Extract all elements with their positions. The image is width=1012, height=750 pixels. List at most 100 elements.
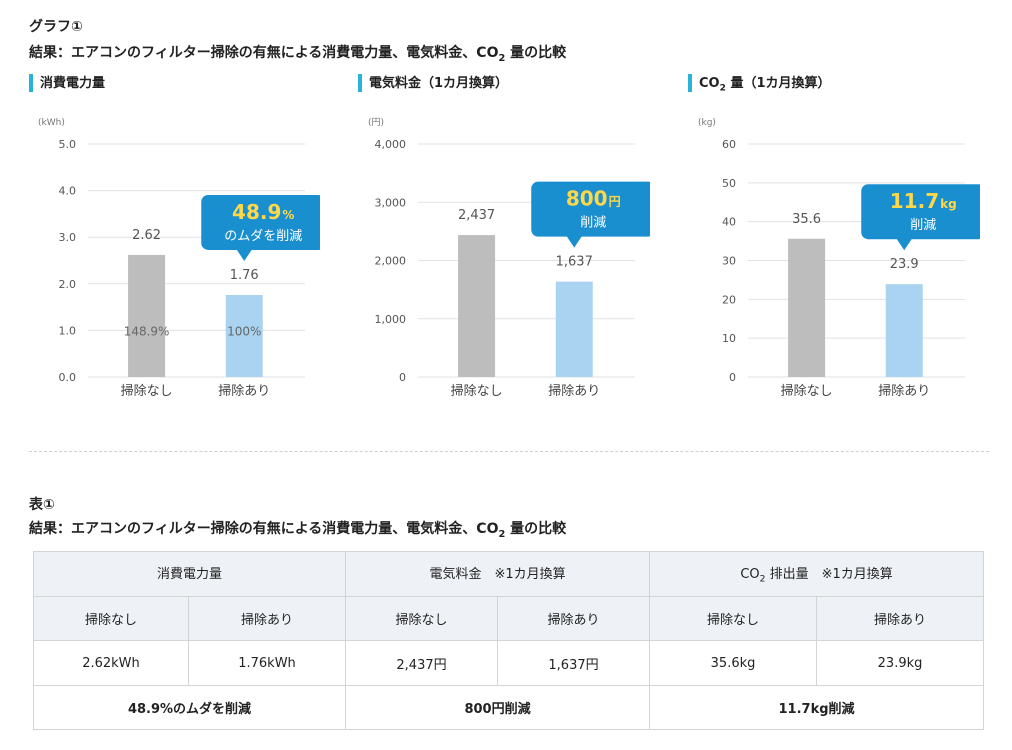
y-tick-label: 20: [722, 293, 736, 306]
callout-box: [531, 181, 650, 237]
callout-box: [861, 184, 980, 240]
bar-value-label: 1,637: [556, 255, 593, 270]
table-subheader-row: 掃除なし 掃除あり 掃除なし 掃除あり 掃除なし 掃除あり: [33, 596, 985, 641]
y-tick-label: 1,000: [375, 313, 407, 326]
callout-unit: %: [282, 208, 294, 222]
y-tick-label: 60: [722, 138, 736, 151]
header-power-consumption: 消費電力量: [32, 551, 347, 597]
bar: [788, 238, 826, 377]
bar-value-label: 35.6: [792, 212, 821, 227]
comparison-table: 消費電力量 電気料金 ※1カ月換算 CO2 排出量 ※1カ月換算 掃除なし 掃除…: [32, 551, 985, 730]
callout-bubble: 48.9% のムダを削減: [201, 194, 320, 261]
chart-2-header: 電気料金（1カ月換算）: [358, 72, 508, 94]
table-value-row: 2.62kWh 1.76kWh 2,437円 1,637円 35.6kg 23.…: [33, 640, 985, 686]
bar: [458, 235, 496, 377]
y-tick-label: 30: [722, 255, 736, 268]
y-tick-label: 4.0: [59, 185, 77, 198]
y-tick-label: 3,000: [375, 196, 407, 209]
y-tick-label: 0: [729, 371, 736, 384]
bar: [128, 254, 166, 377]
bar-value-label: 2,437: [458, 208, 495, 223]
bar-value-label: 2.62: [132, 228, 161, 243]
chart-power-consumption: (kWh) 0.0 1.0 2.0 3.0 4.0 5.0 2.62 148.9% 掃除なし 1.7…: [38, 118, 320, 399]
x-tick-label: 掃除なし: [781, 383, 833, 399]
subheader-cell: 掃除なし: [33, 596, 189, 641]
x-tick-label: 掃除なし: [451, 383, 503, 399]
chart-1-title: 消費電力量: [40, 76, 106, 91]
x-tick-label: 掃除あり: [878, 383, 930, 399]
callout-highlight: 800円: [566, 187, 621, 211]
subheader-cell: 掃除あり: [497, 596, 651, 641]
callout-unit: 円: [609, 195, 621, 209]
bar-value-label: 23.9: [890, 257, 919, 272]
graph-section-title: 結果：エアコンのフィルター掃除の有無による消費電力量、電気料金、CO2 量の比較: [29, 45, 567, 64]
callout-bubble: 800円削減: [531, 181, 650, 248]
y-tick-label: 2,000: [375, 255, 407, 268]
y-unit-label: (kWh): [38, 118, 65, 128]
subheader-cell: 掃除あり: [816, 596, 985, 641]
chart-electricity-cost: (円) 0 1,000 2,000 3,000 4,000 2,437 掃除なし 1,637 掃除…: [368, 117, 650, 399]
y-tick-label: 1.0: [59, 324, 77, 337]
value-cell: 2,437円: [345, 640, 499, 686]
x-tick-label: 掃除なし: [121, 383, 173, 399]
x-tick-label: 掃除あり: [548, 383, 600, 399]
callout-highlight: 48.9%: [232, 200, 294, 224]
graph-section-label: グラフ①: [29, 19, 83, 35]
chart-3-title: CO2 量（1カ月換算）: [699, 76, 831, 94]
table-reduction-row: 48.9%のムダを削減 800円削減 11.7kg削減: [32, 685, 985, 730]
reduction-co2: 11.7kg削減: [649, 685, 985, 730]
callout-text: 削減: [580, 215, 606, 231]
reduction-cost: 800円削減: [345, 685, 651, 730]
y-tick-label: 0: [399, 371, 406, 384]
callout-text: 削減: [910, 217, 936, 233]
accent-marker: [688, 73, 692, 92]
subheader-cell: 掃除なし: [649, 596, 818, 641]
callout-pointer: [236, 248, 253, 261]
callout-unit: kg: [940, 197, 957, 211]
callout-text: のムダを削減: [224, 228, 302, 244]
bar: [885, 284, 923, 377]
callout-pointer: [566, 235, 583, 248]
value-cell: 2.62kWh: [33, 640, 189, 686]
reduction-power: 48.9%のムダを削減: [32, 685, 347, 730]
subheader-cell: 掃除あり: [187, 596, 347, 641]
y-tick-label: 10: [722, 332, 736, 345]
value-cell: 35.6kg: [649, 640, 818, 686]
callout-number: 800: [566, 187, 608, 211]
y-tick-label: 5.0: [59, 138, 77, 151]
table-section-label: 表①: [29, 497, 55, 513]
callout-number: 48.9: [232, 200, 281, 224]
y-tick-label: 4,000: [375, 138, 407, 151]
y-tick-label: 0.0: [59, 371, 77, 384]
callout-bubble: 11.7kg 削減: [861, 184, 980, 251]
chart-2-title: 電気料金（1カ月換算）: [369, 76, 509, 91]
y-tick-label: 40: [722, 216, 736, 229]
bar-value-label: 1.76: [230, 268, 259, 283]
header-co2-emission: CO2 排出量 ※1カ月換算: [649, 551, 985, 597]
y-unit-label: (円): [368, 117, 384, 128]
x-tick-label: 掃除あり: [218, 383, 270, 399]
value-cell: 1.76kWh: [187, 640, 347, 686]
bar: [225, 294, 263, 377]
callout-highlight: 11.7kg: [890, 189, 957, 213]
callout-pointer: [896, 238, 913, 251]
y-tick-label: 2.0: [59, 278, 77, 291]
chart-1-header: 消費電力量: [29, 72, 105, 94]
chart-3-header: CO2 量（1カ月換算）: [688, 72, 831, 94]
chart-co2-amount: (kg) 0 10 20 30 40 50 60 35.6 掃除なし 23.9 掃除あり 11.7kg 削…: [698, 118, 980, 399]
y-tick-label: 50: [722, 177, 736, 190]
header-electricity-cost: 電気料金 ※1カ月換算: [345, 551, 651, 597]
accent-marker: [358, 73, 362, 92]
subheader-cell: 掃除なし: [345, 596, 499, 641]
bar-inner-label: 148.9%: [124, 324, 170, 338]
callout-number: 11.7: [890, 189, 939, 213]
value-cell: 23.9kg: [816, 640, 985, 686]
bar: [555, 281, 593, 377]
bar-inner-label: 100%: [227, 324, 261, 338]
section-divider: [29, 451, 989, 452]
table-section-title: 結果：エアコンのフィルター掃除の有無による消費電力量、電気料金、CO2 量の比較: [29, 521, 567, 540]
value-cell: 1,637円: [497, 640, 651, 686]
y-tick-label: 3.0: [59, 231, 77, 244]
y-unit-label: (kg): [698, 118, 716, 128]
table-header-row: 消費電力量 電気料金 ※1カ月換算 CO2 排出量 ※1カ月換算: [32, 551, 985, 597]
